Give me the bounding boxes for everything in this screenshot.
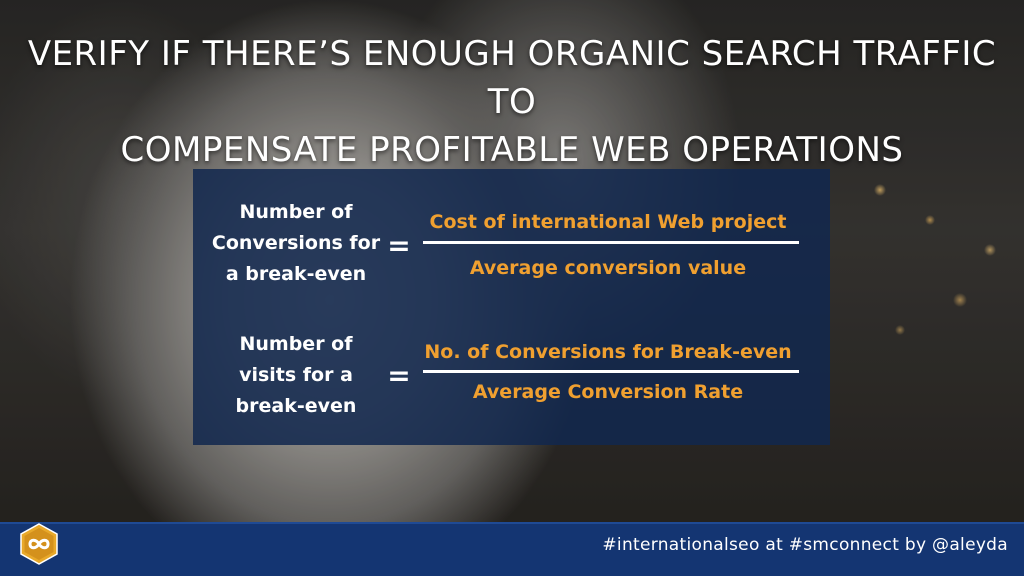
formula-numerator: Cost of international Web project — [429, 211, 787, 233]
formula-lhs-line: Conversions for — [211, 232, 381, 254]
formula-lhs-line: Number of — [239, 333, 353, 355]
formula-lhs-line: Number of — [239, 201, 353, 223]
footer-accent-line — [0, 522, 1024, 524]
equals-sign: = — [387, 229, 411, 262]
formula-denominator: Average Conversion Rate — [472, 381, 744, 403]
infinity-hexagon-logo-icon — [20, 523, 58, 565]
equals-sign: = — [387, 359, 411, 392]
footer-hashtag-handle: #internationalseo at #smconnect by @aley… — [602, 535, 1008, 555]
formula-panel: Number of Conversions for a break-even =… — [193, 169, 830, 445]
slide-title-line-1: VERIFY IF THERE’S ENOUGH ORGANIC SEARCH … — [27, 34, 997, 122]
slide-title-line-2: COMPENSATE PROFITABLE WEB OPERATIONS — [120, 130, 904, 170]
fraction-bar — [423, 241, 799, 244]
formula-lhs: Number of visits for a break-even — [207, 329, 385, 422]
footer-bar — [0, 522, 1024, 576]
formula-lhs-line: visits for a — [239, 364, 353, 386]
formula-visits-break-even: Number of visits for a break-even = No. … — [193, 327, 830, 427]
formula-lhs: Number of Conversions for a break-even — [207, 197, 385, 290]
formula-denominator: Average conversion value — [469, 257, 747, 279]
formula-lhs-line: a break-even — [225, 263, 367, 285]
slide-title: VERIFY IF THERE’S ENOUGH ORGANIC SEARCH … — [20, 30, 1004, 174]
formula-lhs-line: break-even — [235, 395, 357, 417]
fraction-bar — [423, 370, 799, 373]
formula-conversions-break-even: Number of Conversions for a break-even =… — [193, 197, 830, 297]
formula-numerator: No. of Conversions for Break-even — [424, 341, 792, 363]
